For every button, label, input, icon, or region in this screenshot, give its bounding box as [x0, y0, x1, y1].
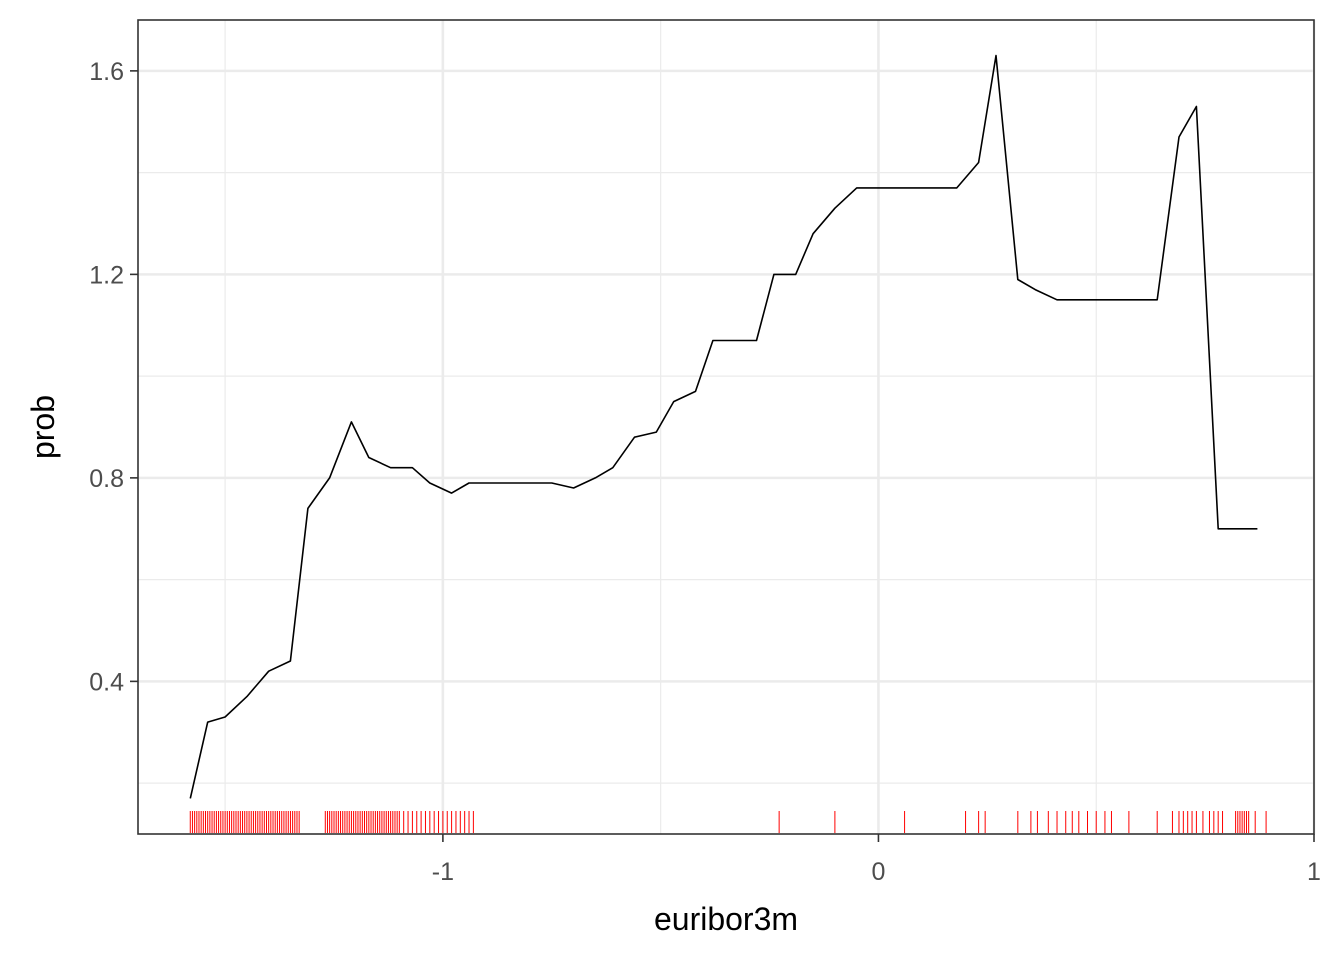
plot-panel-border [137, 19, 1315, 835]
series-line-prob [189, 54, 1258, 799]
x-tick-label: 0 [871, 858, 885, 886]
minor-gridlines [138, 20, 1314, 834]
x-axis-title: euribor3m [654, 901, 798, 937]
rug-marks [189, 811, 1267, 833]
y-tick-label: 1.2 [89, 261, 124, 289]
y-axis-title: prob [25, 395, 61, 459]
x-tick-label: -1 [432, 858, 454, 886]
y-axis-ticks: 0.4 0.8 1.2 1.6 [89, 58, 138, 696]
x-axis-ticks: -1 0 1 [432, 834, 1321, 886]
y-tick-label: 1.6 [89, 58, 124, 86]
y-tick-label: 0.4 [89, 668, 124, 696]
x-tick-label: 1 [1307, 858, 1321, 886]
y-tick-label: 0.8 [89, 465, 124, 493]
